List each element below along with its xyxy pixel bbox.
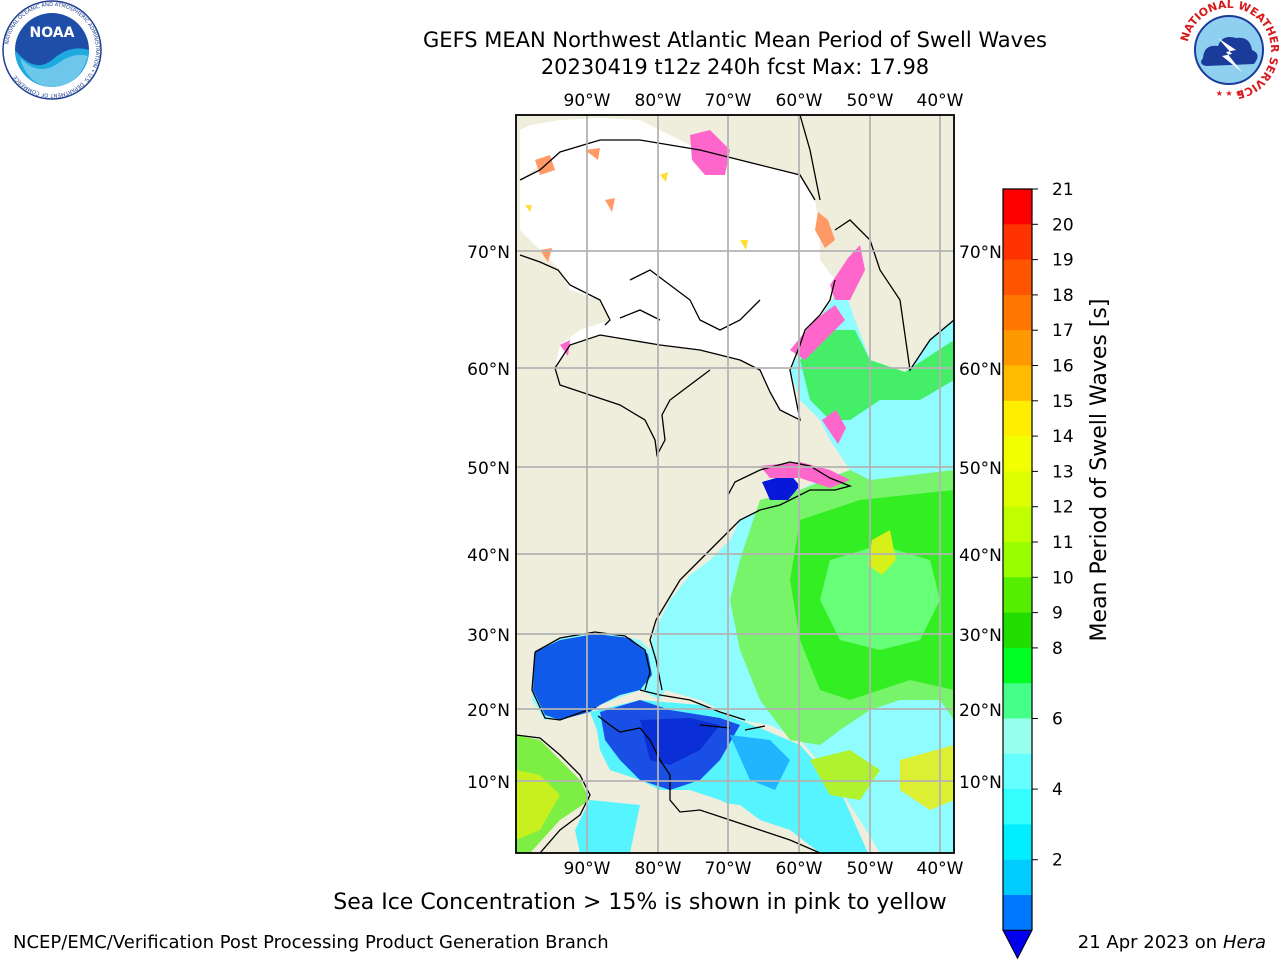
colorbar-tick-label: 12 [1052, 498, 1074, 518]
colorbar-tick-label: 14 [1052, 427, 1074, 447]
colorbar-segment [1003, 506, 1032, 543]
caption: Sea Ice Concentration > 15% is shown in … [333, 890, 947, 915]
footer-date-text: 21 Apr 2023 on [1077, 932, 1218, 953]
colorbar-segment [1003, 683, 1032, 719]
lon-label: 60°W [776, 859, 823, 879]
colorbar-tick-label: 16 [1052, 357, 1074, 377]
colorbar-tick-label: 20 [1052, 215, 1074, 235]
lat-label: 50°N [467, 459, 510, 479]
lat-label: 40°N [959, 546, 1002, 566]
lat-label: 70°N [467, 243, 510, 263]
colorbar-segment [1003, 189, 1032, 225]
colorbar-tick-label: 2 [1052, 851, 1063, 871]
map-subtitle: 20230419 t12z 240h fcst Max: 17.98 [540, 55, 930, 79]
lon-label: 80°W [635, 859, 682, 879]
colorbar-segment [1003, 471, 1032, 508]
colorbar-segment [1003, 400, 1032, 437]
colorbar-segment [1003, 542, 1032, 578]
colorbar-segment [1003, 365, 1032, 402]
colorbar-tick-label: 15 [1052, 392, 1074, 412]
lat-label: 30°N [467, 626, 510, 646]
colorbar-segment [1003, 895, 1032, 931]
colorbar-segment [1003, 436, 1032, 472]
lon-label: 50°W [847, 859, 894, 879]
colorbar-segment [1003, 718, 1032, 755]
colorbar-segment [1003, 612, 1032, 649]
lat-label: 70°N [959, 243, 1002, 263]
colorbar-segment [1003, 789, 1032, 825]
colorbar-tick-label: 21 [1052, 180, 1074, 200]
colorbar-segment [1003, 224, 1032, 261]
colorbar-tick-label: 10 [1052, 568, 1074, 588]
colorbar-tick-label: 11 [1052, 533, 1074, 553]
footer-host: Hera [1222, 932, 1266, 953]
lon-label: 50°W [847, 91, 894, 111]
nws-logo: NATIONAL WEATHER SERVICE ★ ★ ★ [1178, 0, 1280, 100]
lat-label: 40°N [467, 546, 510, 566]
lon-label: 40°W [917, 859, 964, 879]
colorbar-tick-label: 19 [1052, 251, 1074, 271]
footer-credit: NCEP/EMC/Verification Post Processing Pr… [13, 932, 609, 953]
lon-label: 90°W [564, 859, 611, 879]
colorbar: 21 20 19 18 17 16 15 14 13 12 11 10 9 8 6 4 2 [1002, 180, 1074, 960]
lat-labels-right: 70°N 60°N 50°N 40°N 30°N 20°N 10°N [959, 243, 1002, 793]
colorbar-segment [1003, 577, 1032, 614]
lon-label: 40°W [917, 91, 964, 111]
colorbar-segment [1003, 753, 1032, 790]
colorbar-tick-label: 9 [1052, 604, 1063, 624]
map-frame [515, 114, 955, 854]
lon-label: 90°W [564, 91, 611, 111]
lon-label: 70°W [705, 859, 752, 879]
lat-label: 60°N [467, 360, 510, 380]
colorbar-label: Mean Period of Swell Waves [s] [1087, 299, 1112, 642]
svg-text:★ ★ ★: ★ ★ ★ [1216, 89, 1243, 98]
lon-labels-top: 90°W 80°W 70°W 60°W 50°W 40°W [564, 91, 964, 111]
gulf-low-period [533, 634, 652, 720]
colorbar-segment [1003, 259, 1032, 296]
colorbar-frame [1002, 188, 1033, 931]
lat-label: 50°N [959, 459, 1002, 479]
lon-label: 60°W [776, 91, 823, 111]
colorbar-segment [1003, 647, 1032, 684]
colorbar-segment [1003, 859, 1032, 896]
lat-label: 30°N [959, 626, 1002, 646]
lat-label: 10°N [467, 773, 510, 793]
graticule [516, 115, 954, 853]
lat-label: 20°N [467, 701, 510, 721]
map-title: GEFS MEAN Northwest Atlantic Mean Period… [423, 28, 1047, 52]
colorbar-tick-label: 13 [1052, 462, 1074, 482]
colorbar-segment [1003, 294, 1032, 331]
lon-label: 80°W [635, 91, 682, 111]
hudson-bay-ice [520, 140, 835, 420]
lat-label: 10°N [959, 773, 1002, 793]
lat-label: 20°N [959, 701, 1002, 721]
colorbar-tick-label: 8 [1052, 639, 1063, 659]
colorbar-tick-label: 18 [1052, 286, 1074, 306]
lat-label: 60°N [959, 360, 1002, 380]
noaa-logo: NOAA NATIONAL OCEANIC AND ATMOSPHERIC AD… [2, 0, 102, 100]
lon-label: 70°W [705, 91, 752, 111]
colorbar-under-arrow [1002, 929, 1033, 960]
colorbar-tick-label: 17 [1052, 321, 1074, 341]
colorbar-segment [1003, 330, 1032, 366]
footer-date: 21 Apr 2023 on Hera [1078, 932, 1266, 953]
colorbar-tick-label: 6 [1052, 710, 1063, 730]
lon-labels-bottom: 90°W 80°W 70°W 60°W 50°W 40°W [564, 859, 964, 879]
noaa-logo-text: NOAA [30, 25, 75, 41]
colorbar-segment [1003, 824, 1032, 861]
lat-labels-left: 70°N 60°N 50°N 40°N 30°N 20°N 10°N [467, 243, 510, 793]
colorbar-tick-label: 4 [1052, 780, 1063, 800]
